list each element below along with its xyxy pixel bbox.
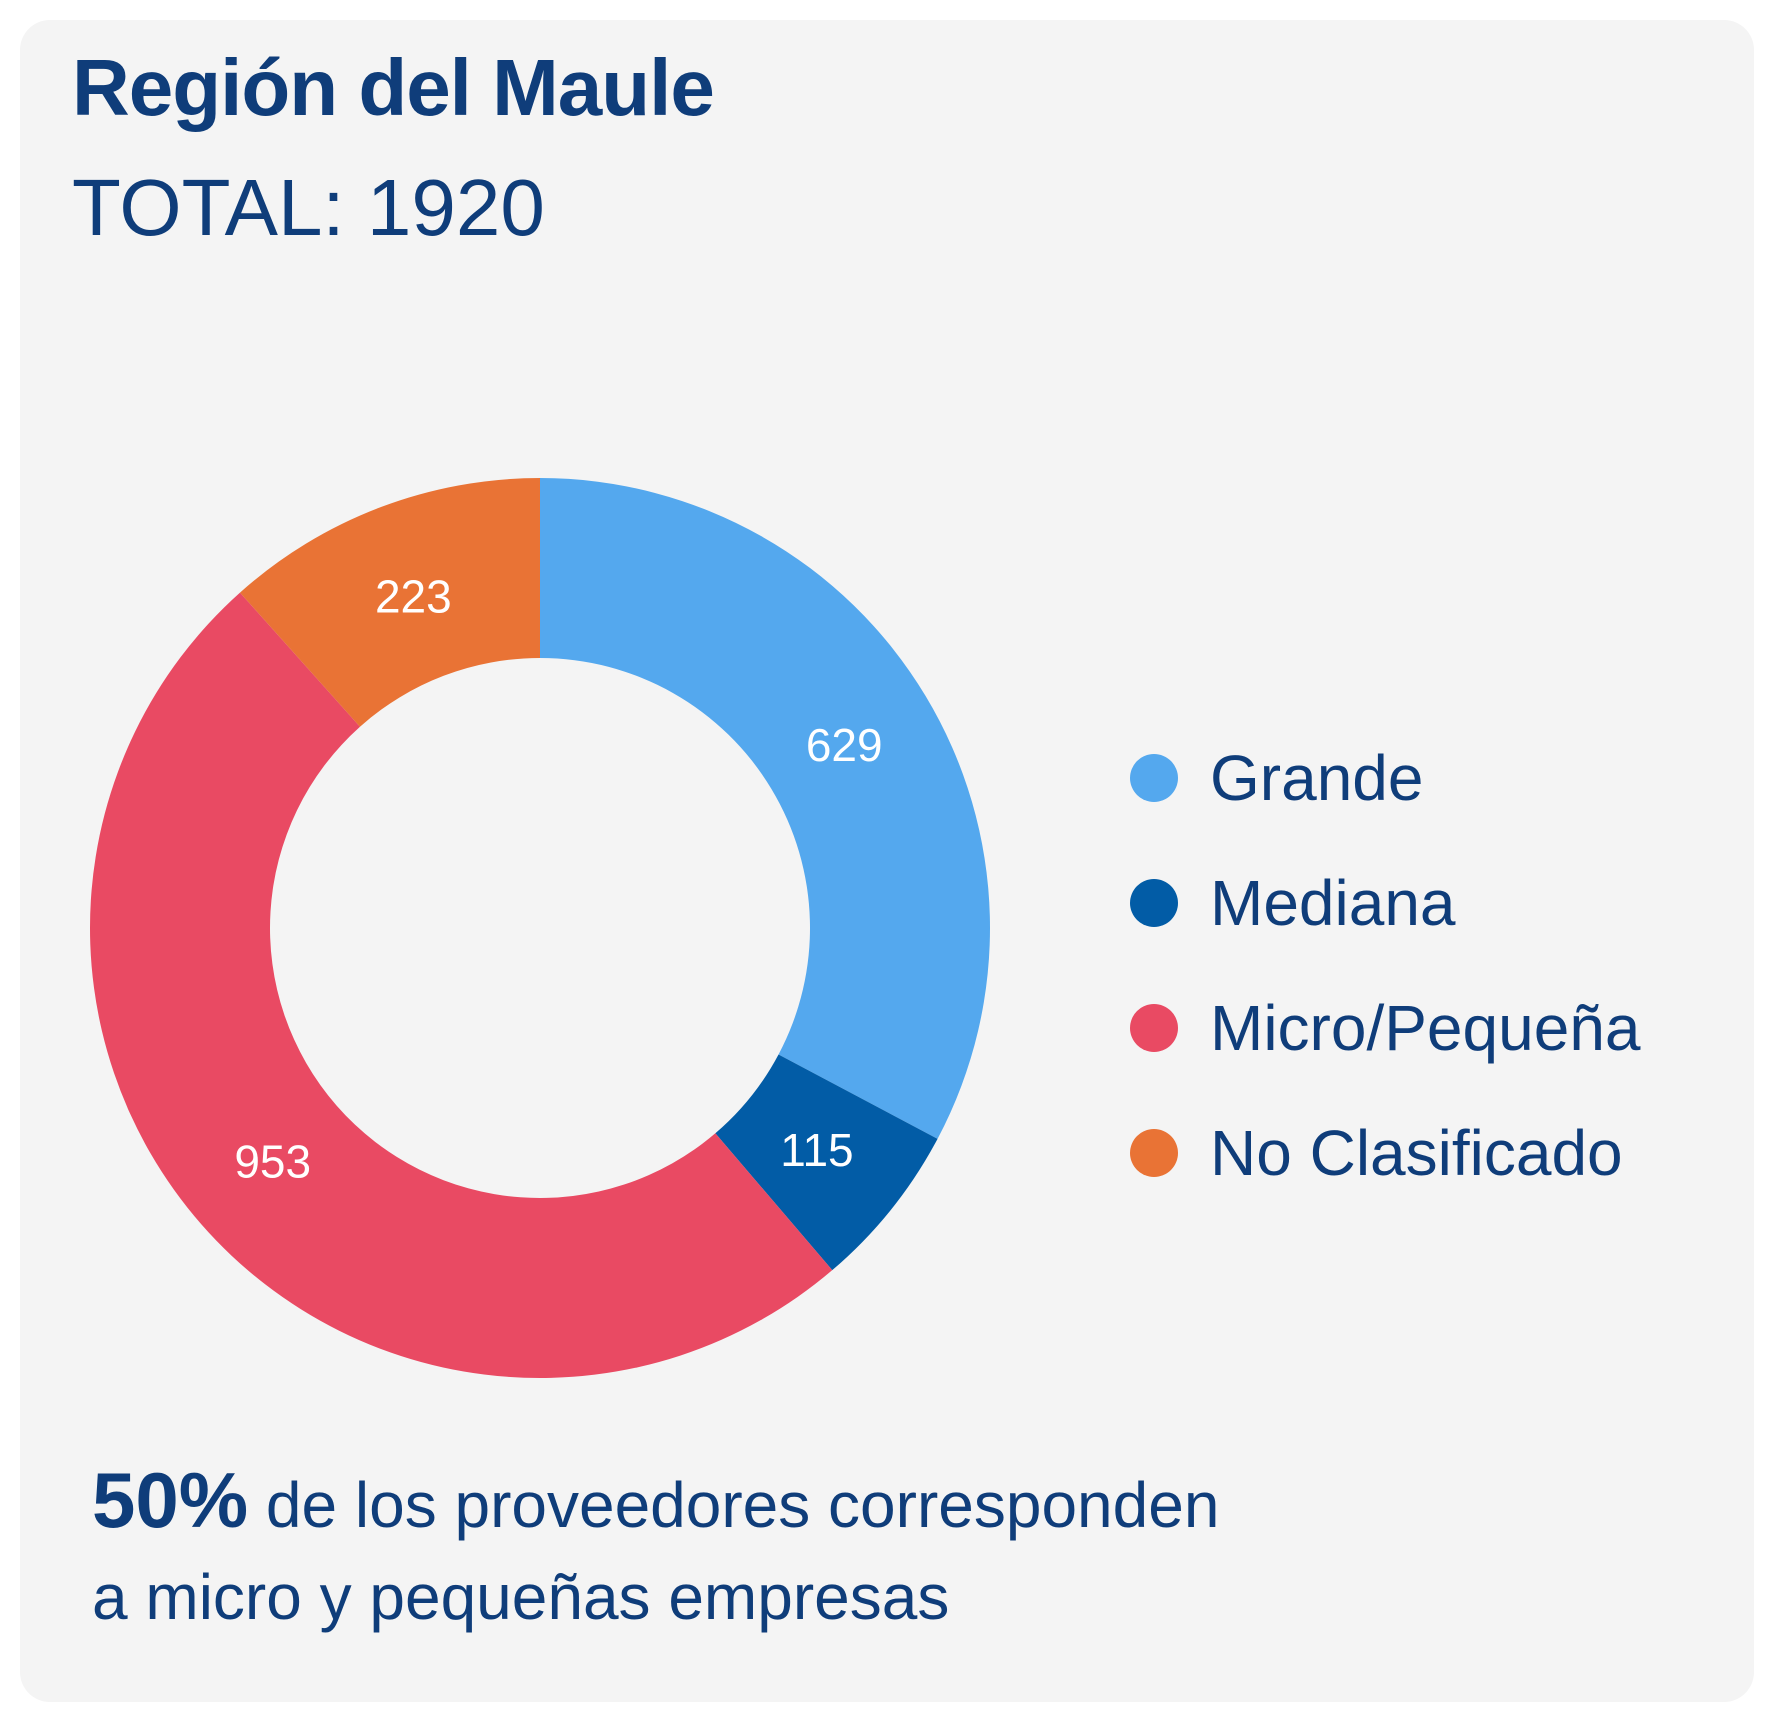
chart-title: Región del Maule [72, 43, 715, 132]
legend-item-grande: Grande [1130, 715, 1640, 840]
chart-legend: Grande Mediana Micro/Pequeña No Clasific… [1130, 715, 1640, 1215]
donut-slice-grande [540, 478, 991, 1139]
legend-dot-grande [1130, 753, 1178, 802]
slice-label-mediana: 115 [780, 1124, 853, 1176]
summary-text-line1: de los proveedores corresponden [265, 1469, 1220, 1541]
chart-subtitle-total: TOTAL: 1920 [72, 163, 545, 252]
summary-note: 50% de los proveedores corresponden a mi… [92, 1454, 1492, 1643]
slice-label-grande: 629 [806, 719, 883, 771]
legend-dot-no-clasificado [1130, 1128, 1178, 1177]
legend-label-micro-pequena: Micro/Pequeña [1210, 991, 1641, 1064]
legend-label-no-clasificado: No Clasificado [1210, 1116, 1623, 1189]
slice-label-no-clasificado: 223 [375, 570, 452, 622]
donut-slice-micro-pequena [89, 592, 833, 1379]
legend-label-mediana: Mediana [1210, 866, 1456, 939]
legend-label-grande: Grande [1210, 741, 1424, 814]
legend-dot-micro-pequena [1130, 1003, 1178, 1052]
legend-item-mediana: Mediana [1130, 840, 1640, 965]
donut-slice-mediana [715, 1054, 938, 1271]
summary-percentage: 50% [92, 1456, 249, 1544]
slice-label-micro-pequena: 953 [234, 1136, 311, 1188]
legend-dot-mediana [1130, 878, 1178, 927]
donut-slice-no-clasificado [239, 478, 540, 727]
legend-item-no-clasificado: No Clasificado [1130, 1090, 1640, 1215]
legend-item-micro-pequena: Micro/Pequeña [1130, 965, 1640, 1090]
summary-text-line2: a micro y pequeñas empresas [92, 1561, 950, 1633]
